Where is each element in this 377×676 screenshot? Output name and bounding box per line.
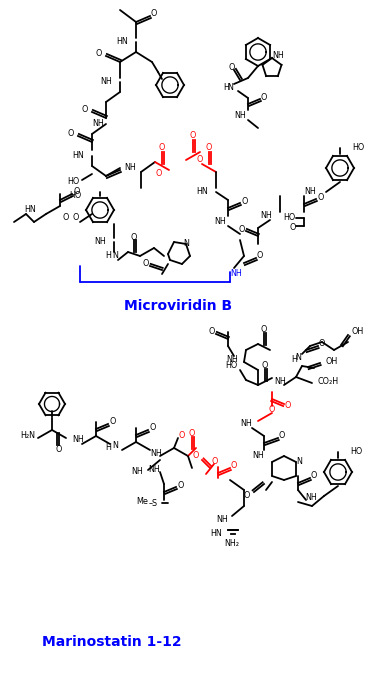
Text: HO: HO (226, 362, 238, 370)
Text: O: O (110, 418, 116, 427)
Text: NH: NH (234, 112, 246, 120)
Text: HO: HO (352, 143, 364, 153)
Text: O: O (151, 9, 157, 18)
Text: NH: NH (226, 356, 238, 364)
Text: O: O (190, 132, 196, 141)
Text: O: O (143, 260, 149, 268)
Text: N: N (227, 82, 233, 91)
Text: NH: NH (305, 493, 317, 502)
Text: O: O (212, 458, 218, 466)
Text: O: O (82, 105, 88, 114)
Text: O: O (131, 233, 137, 241)
Text: O: O (261, 324, 267, 333)
Text: O: O (193, 452, 199, 460)
Text: NH: NH (252, 452, 264, 460)
Text: O: O (318, 193, 324, 201)
Text: H: H (291, 356, 297, 364)
Text: NH: NH (272, 51, 284, 59)
Text: O: O (56, 445, 62, 454)
Text: HN: HN (72, 151, 84, 160)
Text: H₂N: H₂N (20, 431, 35, 441)
Text: NH: NH (260, 212, 272, 220)
Text: O: O (242, 197, 248, 206)
Text: HN: HN (196, 187, 208, 197)
Text: O: O (261, 93, 267, 101)
Text: H: H (223, 84, 229, 93)
Text: O: O (279, 431, 285, 441)
Text: NH₂: NH₂ (224, 539, 239, 548)
Text: NH: NH (304, 187, 316, 197)
Text: CO₂H: CO₂H (318, 377, 339, 385)
Text: NH: NH (148, 466, 160, 475)
Text: O: O (231, 462, 237, 470)
Text: HO: HO (70, 191, 82, 201)
Text: Me: Me (136, 498, 148, 506)
Text: O: O (209, 327, 215, 337)
Text: NH: NH (214, 218, 226, 226)
Text: O: O (67, 130, 74, 139)
Text: NH: NH (131, 468, 143, 477)
Text: H: H (105, 251, 111, 260)
Text: O: O (73, 214, 79, 222)
Text: –S: –S (149, 498, 158, 508)
Text: O: O (262, 362, 268, 370)
Text: O: O (179, 431, 185, 439)
Text: O: O (96, 49, 102, 59)
Text: OH: OH (326, 356, 338, 366)
Text: O: O (285, 402, 291, 410)
Text: Marinostatin 1-12: Marinostatin 1-12 (42, 635, 182, 649)
Text: NH: NH (72, 435, 84, 445)
Text: HN: HN (24, 206, 36, 214)
Text: O: O (311, 471, 317, 481)
Text: O: O (63, 214, 69, 222)
Text: O: O (189, 429, 195, 437)
Text: O: O (197, 155, 203, 164)
Text: O: O (74, 187, 80, 197)
Text: O: O (206, 143, 212, 153)
Text: O: O (319, 339, 325, 349)
Text: O: O (244, 491, 250, 500)
Text: HO: HO (284, 214, 296, 222)
Text: O: O (269, 406, 275, 414)
Text: NH: NH (216, 516, 228, 525)
Text: NH: NH (100, 78, 112, 87)
Text: NH: NH (240, 420, 252, 429)
Text: HO: HO (350, 448, 362, 456)
Text: OH: OH (352, 327, 364, 335)
Text: N: N (112, 251, 118, 260)
Text: O: O (257, 251, 263, 260)
Text: O: O (178, 481, 184, 489)
Text: O: O (156, 168, 162, 178)
Text: N: N (112, 441, 118, 450)
Text: HO: HO (68, 178, 80, 187)
Text: N: N (295, 354, 301, 362)
Text: HN: HN (116, 37, 128, 47)
Text: N: N (296, 458, 302, 466)
Text: O: O (159, 143, 165, 153)
Text: NH: NH (274, 377, 286, 385)
Text: H: H (105, 443, 111, 452)
Text: O: O (239, 224, 245, 233)
Text: Microviridin B: Microviridin B (124, 299, 232, 313)
Text: NH: NH (92, 120, 104, 128)
Text: HN: HN (210, 529, 222, 539)
Text: NH: NH (124, 164, 136, 172)
Text: O: O (150, 423, 156, 433)
Text: NH: NH (94, 237, 106, 247)
Text: N: N (183, 239, 189, 247)
Text: O: O (290, 224, 296, 233)
Text: O: O (229, 62, 235, 72)
Text: NH: NH (230, 268, 242, 278)
Text: NH: NH (150, 448, 162, 458)
